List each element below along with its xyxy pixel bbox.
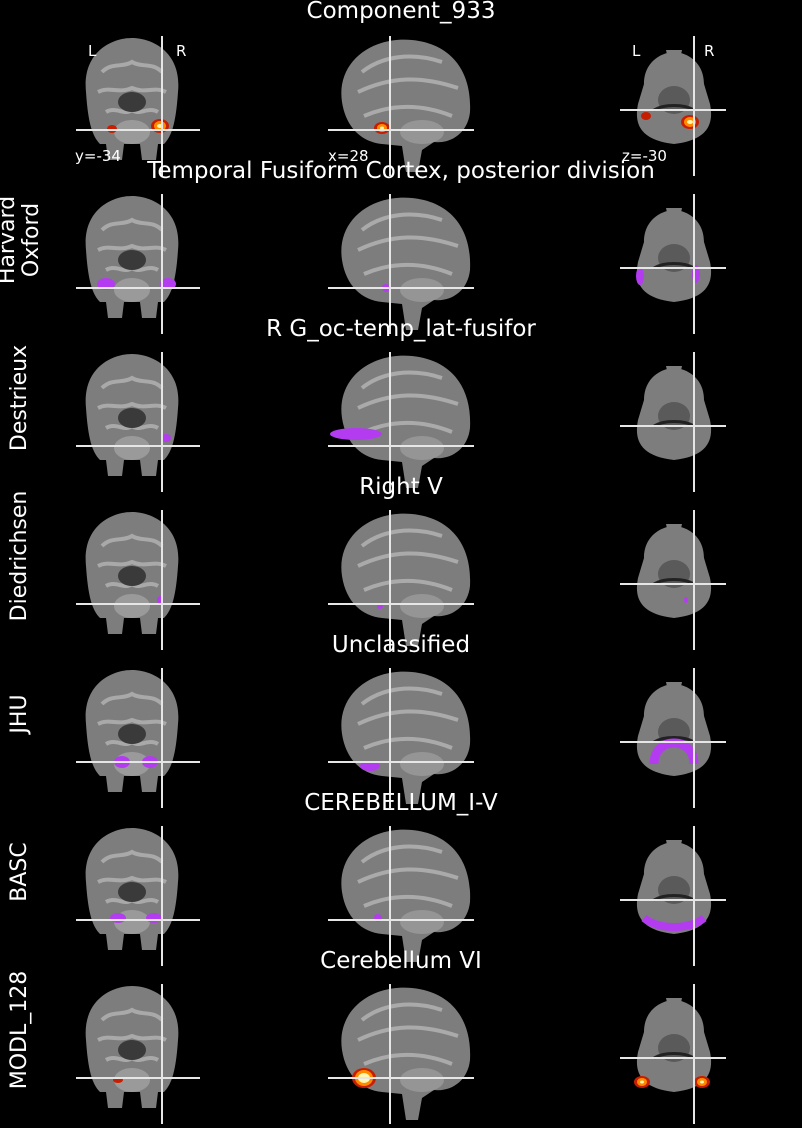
atlas-region [636, 267, 644, 285]
atlas-row: Right V Diedrichsen [0, 474, 802, 650]
coronal-panel [76, 36, 200, 176]
atlas-region [641, 914, 707, 931]
atlas-name-label: Harvard Oxford [0, 195, 44, 285]
right-orientation-label: R [704, 42, 715, 60]
atlas-region [684, 597, 688, 603]
region-title: Component_933 [306, 0, 496, 24]
atlas-name-label: Diedrichsen [7, 490, 32, 622]
region-title: Cerebellum VI [320, 948, 482, 974]
sagittal-panel [328, 352, 474, 492]
region-title: Right V [359, 474, 443, 500]
atlas-name-label: BASC [7, 842, 32, 902]
sagittal-panel [328, 510, 474, 650]
atlas-name-label: MODL_128 [7, 970, 32, 1090]
axial-panel [620, 984, 726, 1124]
axial-coordinate: z=-30 [622, 147, 667, 165]
right-orientation-label: R [176, 42, 187, 60]
region-title: Unclassified [331, 632, 471, 658]
region-title: Temporal Fusiform Cortex, posterior divi… [147, 158, 655, 184]
coronal-panel [76, 668, 200, 808]
axial-panel [620, 510, 726, 650]
activation-blob [641, 112, 651, 120]
atlas-region [161, 434, 171, 442]
axial-panel [620, 36, 726, 176]
coronal-panel [76, 510, 200, 650]
sagittal-coordinate: x=28 [328, 147, 369, 165]
axial-panel [620, 826, 726, 966]
axial-panel [620, 194, 726, 334]
coronal-panel [76, 984, 200, 1124]
atlas-name-label: JHU [7, 694, 32, 734]
sagittal-panel [328, 668, 474, 808]
sagittal-panel [328, 984, 474, 1124]
atlas-region [360, 761, 380, 771]
axial-panel [620, 668, 726, 808]
atlas-row: Unclassified JHU [0, 632, 802, 808]
atlas-name-label: Destrieux [7, 344, 32, 452]
atlas-row: CEREBELLUM_I-V BASC [0, 790, 802, 966]
sagittal-panel [328, 826, 474, 966]
coronal-coordinate: y=-34 [75, 147, 121, 165]
atlas-row: R G_oc-temp_lat-fusifor Destrieux [0, 316, 802, 492]
left-orientation-label: L [632, 42, 641, 60]
sagittal-panel [328, 194, 474, 334]
coronal-panel [76, 194, 200, 334]
atlas-region [330, 428, 382, 440]
atlas-row: Cerebellum VI MODL_128 [0, 948, 802, 1124]
atlas-region [110, 913, 126, 923]
atlas-region [146, 913, 162, 923]
coronal-panel [76, 826, 200, 966]
atlas-row: Temporal Fusiform Cortex, posterior divi… [0, 158, 802, 334]
sagittal-panel [328, 36, 474, 176]
left-orientation-label: L [88, 42, 97, 60]
coronal-panel [76, 352, 200, 492]
region-title: CEREBELLUM_I-V [304, 790, 498, 816]
axial-panel [620, 352, 726, 492]
region-title: R G_oc-temp_lat-fusifor [266, 316, 536, 342]
